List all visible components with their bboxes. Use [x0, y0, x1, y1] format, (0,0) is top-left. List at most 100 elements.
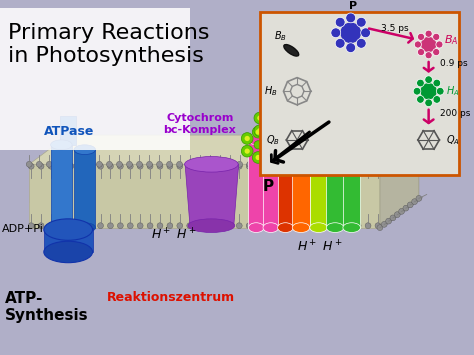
Circle shape	[385, 132, 397, 143]
Circle shape	[278, 119, 290, 131]
Text: ADP+Pi: ADP+Pi	[2, 224, 44, 235]
Circle shape	[167, 163, 173, 169]
Circle shape	[416, 196, 422, 201]
Circle shape	[374, 151, 386, 162]
Circle shape	[297, 162, 303, 167]
Polygon shape	[29, 135, 419, 164]
Circle shape	[177, 223, 182, 229]
Text: 200 ps: 200 ps	[440, 109, 471, 118]
Circle shape	[366, 135, 372, 140]
Text: $Q_B$: $Q_B$	[266, 133, 280, 147]
Circle shape	[351, 125, 363, 137]
Circle shape	[266, 148, 272, 154]
Circle shape	[399, 208, 404, 214]
Circle shape	[361, 126, 373, 137]
Circle shape	[425, 76, 432, 83]
Circle shape	[197, 163, 202, 169]
Circle shape	[257, 128, 263, 133]
Circle shape	[350, 120, 361, 131]
Circle shape	[349, 120, 361, 132]
Circle shape	[425, 52, 432, 59]
Bar	[263, 145, 279, 228]
Circle shape	[341, 104, 346, 109]
Circle shape	[282, 110, 287, 115]
Circle shape	[390, 215, 396, 221]
Circle shape	[157, 163, 163, 169]
Circle shape	[227, 223, 232, 229]
Text: $H_B$: $H_B$	[264, 84, 278, 98]
Circle shape	[307, 162, 313, 167]
Circle shape	[254, 112, 266, 124]
Circle shape	[351, 112, 363, 124]
Circle shape	[28, 223, 34, 229]
Circle shape	[377, 225, 383, 230]
Circle shape	[237, 163, 242, 169]
Circle shape	[280, 123, 285, 128]
Circle shape	[339, 138, 345, 143]
Circle shape	[388, 148, 393, 153]
Circle shape	[48, 163, 54, 169]
Circle shape	[269, 142, 274, 147]
Circle shape	[365, 163, 371, 169]
Circle shape	[350, 145, 361, 157]
Circle shape	[279, 115, 284, 121]
Circle shape	[107, 162, 112, 167]
Ellipse shape	[310, 140, 328, 150]
Circle shape	[352, 134, 360, 142]
Circle shape	[48, 223, 54, 229]
Circle shape	[365, 135, 371, 140]
Circle shape	[328, 120, 333, 126]
Circle shape	[347, 162, 353, 167]
Circle shape	[346, 163, 351, 169]
Text: 3.5 ps: 3.5 ps	[381, 24, 408, 33]
Circle shape	[88, 223, 93, 229]
Circle shape	[433, 79, 441, 87]
Text: $B_A$: $B_A$	[444, 33, 459, 47]
Text: Cytochrom
bc-Komplex: Cytochrom bc-Komplex	[164, 114, 236, 135]
Circle shape	[246, 163, 252, 169]
Ellipse shape	[310, 223, 328, 233]
Circle shape	[339, 125, 345, 130]
Circle shape	[276, 163, 282, 169]
Circle shape	[227, 162, 233, 167]
Circle shape	[337, 122, 348, 133]
Circle shape	[128, 163, 133, 169]
Circle shape	[330, 123, 336, 129]
Circle shape	[291, 129, 296, 134]
Circle shape	[425, 99, 432, 106]
Circle shape	[315, 113, 324, 121]
Circle shape	[394, 148, 400, 154]
Circle shape	[433, 33, 440, 40]
Circle shape	[365, 223, 371, 229]
Text: ATP-
Synthesis: ATP- Synthesis	[5, 291, 89, 323]
Circle shape	[266, 163, 272, 169]
Circle shape	[58, 163, 64, 169]
Circle shape	[376, 128, 382, 133]
Circle shape	[335, 17, 345, 27]
Circle shape	[327, 162, 333, 167]
Circle shape	[76, 162, 82, 167]
Ellipse shape	[326, 135, 344, 145]
Circle shape	[108, 163, 113, 169]
Circle shape	[306, 223, 311, 229]
Circle shape	[280, 148, 285, 153]
Circle shape	[365, 109, 371, 114]
Ellipse shape	[278, 223, 293, 233]
Circle shape	[374, 125, 385, 137]
Circle shape	[177, 163, 182, 169]
Circle shape	[46, 162, 52, 167]
Circle shape	[327, 107, 339, 119]
Circle shape	[263, 133, 275, 144]
Polygon shape	[29, 164, 380, 228]
Circle shape	[38, 223, 44, 229]
Circle shape	[422, 38, 436, 51]
Polygon shape	[185, 164, 239, 226]
Circle shape	[337, 135, 348, 146]
Circle shape	[385, 144, 397, 156]
FancyBboxPatch shape	[260, 12, 459, 175]
Circle shape	[187, 162, 192, 167]
Circle shape	[353, 148, 358, 153]
Circle shape	[241, 145, 253, 157]
Circle shape	[356, 38, 366, 48]
Circle shape	[361, 28, 371, 38]
